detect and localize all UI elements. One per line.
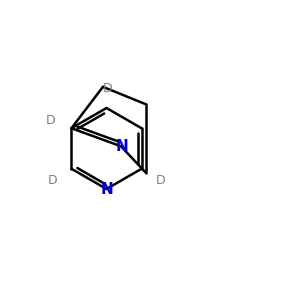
Text: N: N bbox=[116, 139, 128, 154]
Text: D: D bbox=[103, 82, 113, 95]
Text: N: N bbox=[100, 182, 113, 197]
Text: D: D bbox=[47, 174, 57, 187]
Text: D: D bbox=[156, 174, 166, 187]
Text: D: D bbox=[46, 114, 56, 127]
